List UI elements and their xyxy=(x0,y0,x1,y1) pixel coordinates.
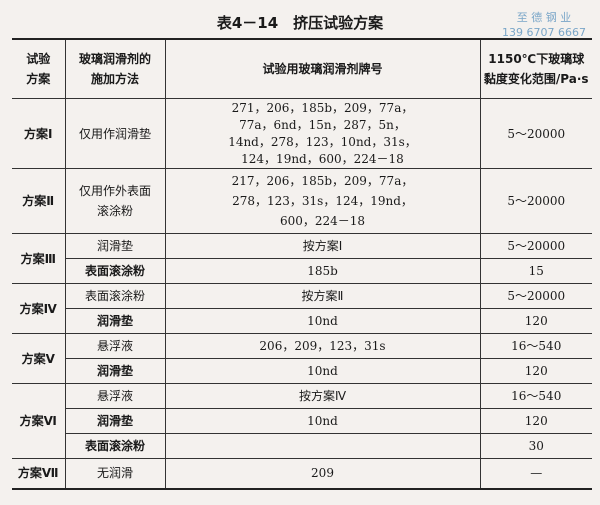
grades-cell: 10nd xyxy=(164,308,481,334)
table-row: 润滑垫 10nd 120 xyxy=(12,408,592,434)
header-viscosity: 1150℃下玻璃球黏度变化范围/Pa·s xyxy=(479,38,592,99)
viscosity-cell: 16～540 xyxy=(479,383,592,409)
grades-cell: 按方案Ⅱ xyxy=(164,283,481,309)
method-cell: 表面滚涂粉 xyxy=(64,283,166,309)
method-cell: 仅用作润滑垫 xyxy=(64,98,166,169)
scheme-cell: 方案Ⅲ xyxy=(12,233,66,284)
header-scheme: 试验方案 xyxy=(12,38,66,99)
viscosity-cell: 120 xyxy=(479,358,592,384)
table-row: 方案Ⅰ 仅用作润滑垫 271，206，185b，209，77a， 77a，6nd… xyxy=(12,98,592,169)
method-cell: 润滑垫 xyxy=(65,358,166,384)
grades-cell: 185b xyxy=(164,258,481,284)
table-row: 方案Ⅵ 悬浮液 按方案Ⅳ 16～540 xyxy=(12,383,592,459)
grades-cell: 217，206，185b，209，77a， 278，123，31s，124，19… xyxy=(164,168,481,234)
table-row: 方案Ⅳ 表面滚涂粉 按方案Ⅱ 5～20000 xyxy=(12,283,592,334)
scheme-cell: 方案Ⅱ xyxy=(12,168,66,234)
grades-cell: 209 xyxy=(164,458,481,489)
table-row: 表面滚涂粉 185b 15 xyxy=(12,258,592,284)
method-cell: 悬浮液 xyxy=(64,333,166,359)
extrusion-test-table: 试验方案 玻璃润滑剂的施加方法 试验用玻璃润滑剂牌号 1150℃下玻璃球黏度变化… xyxy=(12,38,592,490)
viscosity-cell: 16～540 xyxy=(479,333,592,359)
grades-cell: 按方案Ⅳ xyxy=(164,383,481,409)
scheme-cell: 方案Ⅴ xyxy=(12,333,66,384)
header-row: 试验方案 玻璃润滑剂的施加方法 试验用玻璃润滑剂牌号 1150℃下玻璃球黏度变化… xyxy=(12,38,592,99)
scheme-cell: 方案Ⅰ xyxy=(12,98,66,169)
table-row: 润滑垫 10nd 120 xyxy=(12,308,592,334)
grades-cell: 206，209，123，31s xyxy=(164,333,481,359)
viscosity-cell: 30 xyxy=(479,433,592,459)
method-cell: 仅用作外表面 滚涂粉 xyxy=(64,168,166,234)
method-cell: 表面滚涂粉 xyxy=(65,433,166,459)
table-row: 方案Ⅴ 悬浮液 206，209，123，31s 16～540 xyxy=(12,333,592,384)
grades-cell: 271，206，185b，209，77a， 77a，6nd，15n，287，5n… xyxy=(164,98,481,169)
method-cell: 无润滑 xyxy=(64,458,166,489)
table-row: 润滑垫 10nd 120 xyxy=(12,358,592,384)
method-cell: 润滑垫 xyxy=(65,308,166,334)
watermark: 至 德 钢 业 139 6707 6667 xyxy=(502,11,586,39)
table-row: 表面滚涂粉 30 xyxy=(12,433,592,459)
viscosity-cell: 15 xyxy=(479,258,592,284)
method-cell: 表面滚涂粉 xyxy=(65,258,166,284)
grades-cell: 10nd xyxy=(164,358,481,384)
viscosity-cell: 120 xyxy=(479,408,592,434)
viscosity-cell: 120 xyxy=(479,308,592,334)
table-row: 方案Ⅲ 润滑垫 按方案Ⅰ 5～20000 xyxy=(12,233,592,284)
scheme-cell: 方案Ⅶ xyxy=(12,458,66,489)
header-grades: 试验用玻璃润滑剂牌号 xyxy=(164,38,481,99)
viscosity-cell: 5～20000 xyxy=(479,233,592,259)
viscosity-cell: 5～20000 xyxy=(479,168,592,234)
scheme-cell: 方案Ⅵ xyxy=(12,383,66,459)
grades-cell: 10nd xyxy=(164,408,481,434)
viscosity-cell: 5～20000 xyxy=(479,98,592,169)
method-cell: 润滑垫 xyxy=(65,408,166,434)
table-title: 表4－14 挤压试验方案 xyxy=(216,14,384,32)
header-method: 玻璃润滑剂的施加方法 xyxy=(64,38,166,99)
grades-cell: 按方案Ⅰ xyxy=(164,233,481,259)
scheme-cell: 方案Ⅳ xyxy=(12,283,66,334)
grades-cell xyxy=(164,433,481,459)
viscosity-cell: — xyxy=(479,458,592,489)
table-row: 方案Ⅶ 无润滑 209 — xyxy=(12,458,592,489)
method-cell: 悬浮液 xyxy=(64,383,166,409)
viscosity-cell: 5～20000 xyxy=(479,283,592,309)
method-cell: 润滑垫 xyxy=(64,233,166,259)
table-row: 方案Ⅱ 仅用作外表面 滚涂粉 217，206，185b，209，77a， 278… xyxy=(12,168,592,234)
